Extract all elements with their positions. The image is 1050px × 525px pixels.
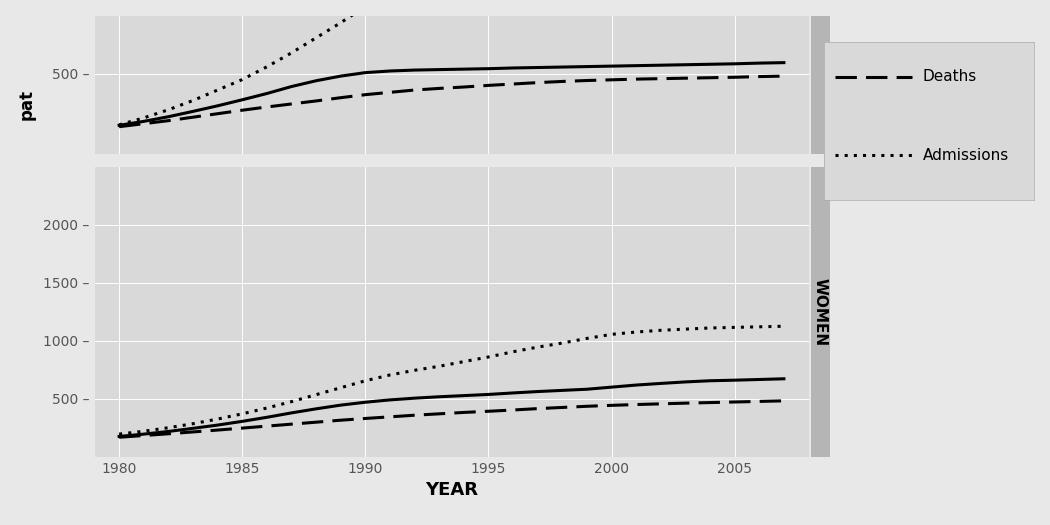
X-axis label: YEAR: YEAR xyxy=(425,481,478,499)
Text: Deaths: Deaths xyxy=(923,69,978,84)
Text: pat: pat xyxy=(17,89,36,121)
Text: WOMEN: WOMEN xyxy=(813,278,827,346)
Text: Admissions: Admissions xyxy=(923,148,1009,163)
